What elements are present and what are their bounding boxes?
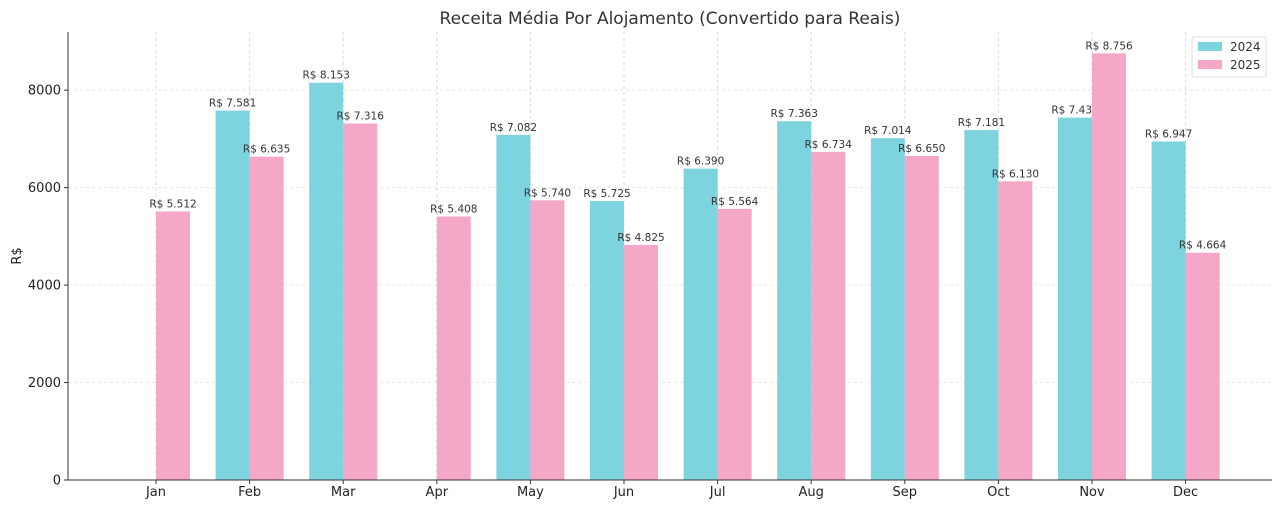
bar-2025-Apr bbox=[436, 216, 471, 480]
data-label: R$ 7.082 bbox=[490, 122, 537, 134]
data-label: R$ 6.734 bbox=[805, 139, 853, 151]
data-label: R$ 8.153 bbox=[303, 70, 350, 82]
bar-2025-Aug bbox=[811, 151, 846, 480]
bar-2024-Jul bbox=[683, 168, 718, 480]
bar-2024-Sep bbox=[870, 138, 905, 480]
data-label: R$ 7.316 bbox=[337, 111, 385, 123]
bar-2024-Oct bbox=[964, 130, 999, 480]
y-tick-label: 6000 bbox=[28, 181, 61, 196]
data-label: R$ 6.650 bbox=[898, 143, 945, 155]
chart-title: Receita Média Por Alojamento (Convertido… bbox=[440, 9, 901, 29]
bar-2024-Jun bbox=[590, 201, 624, 480]
data-label: R$ 7.181 bbox=[958, 117, 1005, 129]
data-label: R$ 5.408 bbox=[430, 203, 477, 215]
x-tick-label: Apr bbox=[426, 485, 449, 500]
bar-2025-Nov bbox=[1092, 53, 1126, 480]
x-tick-label: Mar bbox=[331, 485, 356, 500]
legend-swatch bbox=[1198, 60, 1222, 69]
data-label: R$ 7.436 bbox=[1051, 105, 1099, 117]
y-tick-label: 2000 bbox=[28, 376, 61, 391]
x-tick-label: Aug bbox=[799, 485, 824, 500]
x-tick-label: Jul bbox=[709, 485, 726, 500]
bar-2025-Feb bbox=[249, 156, 284, 481]
x-tick-label: May bbox=[517, 485, 544, 500]
y-tick-label: 4000 bbox=[28, 279, 61, 294]
x-tick-label: Feb bbox=[238, 485, 261, 500]
y-axis-label: R$ bbox=[10, 247, 25, 264]
legend: 2024 2025 bbox=[1191, 36, 1267, 78]
bar-2024-Mar bbox=[309, 82, 344, 481]
data-label: R$ 5.725 bbox=[583, 188, 630, 200]
bar-2024-May bbox=[496, 134, 531, 480]
data-label: R$ 6.130 bbox=[992, 168, 1039, 180]
bar-2025-Jun bbox=[624, 244, 658, 480]
data-label: R$ 6.390 bbox=[677, 156, 724, 168]
bar-2024-Aug bbox=[777, 121, 812, 481]
bar-2025-Dec bbox=[1185, 252, 1220, 480]
legend-swatch bbox=[1198, 42, 1222, 51]
bar-2025-Sep bbox=[904, 155, 939, 480]
bar-2024-Dec bbox=[1151, 141, 1186, 480]
data-label: R$ 8.756 bbox=[1085, 40, 1133, 52]
x-tick-label: Dec bbox=[1173, 485, 1198, 500]
data-label: R$ 7.014 bbox=[864, 125, 912, 137]
data-label: R$ 5.512 bbox=[149, 198, 196, 210]
x-tick-label: Jun bbox=[613, 485, 634, 500]
data-label: R$ 4.825 bbox=[617, 232, 664, 244]
x-tick-label: Oct bbox=[987, 485, 1009, 500]
bar-2024-Feb bbox=[215, 110, 250, 480]
legend-label: 2024 bbox=[1230, 40, 1261, 54]
data-label: R$ 4.664 bbox=[1179, 240, 1227, 252]
bar-2024-Nov bbox=[1058, 117, 1092, 480]
bar-2025-Oct bbox=[998, 181, 1033, 480]
data-label: R$ 6.635 bbox=[243, 144, 290, 156]
data-label: R$ 7.363 bbox=[771, 108, 818, 120]
legend-label: 2025 bbox=[1230, 58, 1261, 72]
bar-2025-Jul bbox=[717, 208, 752, 481]
bar-2025-Mar bbox=[343, 123, 378, 480]
x-tick-label: Nov bbox=[1079, 485, 1105, 500]
data-label: R$ 7.581 bbox=[209, 98, 256, 110]
y-tick-label: 8000 bbox=[28, 84, 61, 99]
bar-2025-Jan bbox=[156, 211, 190, 480]
data-label: R$ 6.947 bbox=[1145, 128, 1192, 140]
data-label: R$ 5.564 bbox=[711, 196, 759, 208]
data-label: R$ 5.740 bbox=[524, 187, 571, 199]
bar-2025-May bbox=[530, 200, 565, 480]
x-tick-label: Jan bbox=[145, 485, 166, 500]
y-tick-label: 0 bbox=[53, 474, 61, 489]
x-tick-label: Sep bbox=[893, 485, 918, 500]
